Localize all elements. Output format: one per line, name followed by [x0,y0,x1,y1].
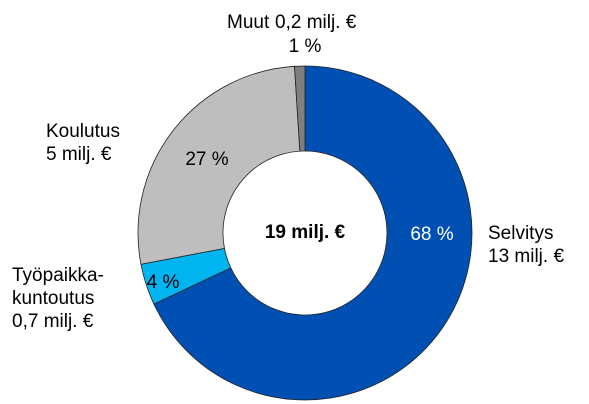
value-label: 27 % [185,149,228,170]
amount-label: 0,2 milj. € [275,12,357,33]
center-label: 19 milj. € [265,222,346,243]
donut-segment [153,65,473,401]
amount-label: 5 milj. € [46,144,112,165]
amount-label: 0,7 milj. € [12,311,94,332]
value-label: 68 % [410,224,453,245]
category-label: Selvitys [488,223,554,244]
value-label: 1 % [289,36,322,57]
donut-segment [137,65,301,265]
donut-segment [294,65,306,152]
amount-label: 13 milj. € [488,246,565,267]
category-label: Muut [227,12,270,33]
category-label: Työpaikka- kuntoutus [12,265,104,309]
category-label: Koulutus [46,121,120,142]
value-label: 4 % [147,272,180,293]
